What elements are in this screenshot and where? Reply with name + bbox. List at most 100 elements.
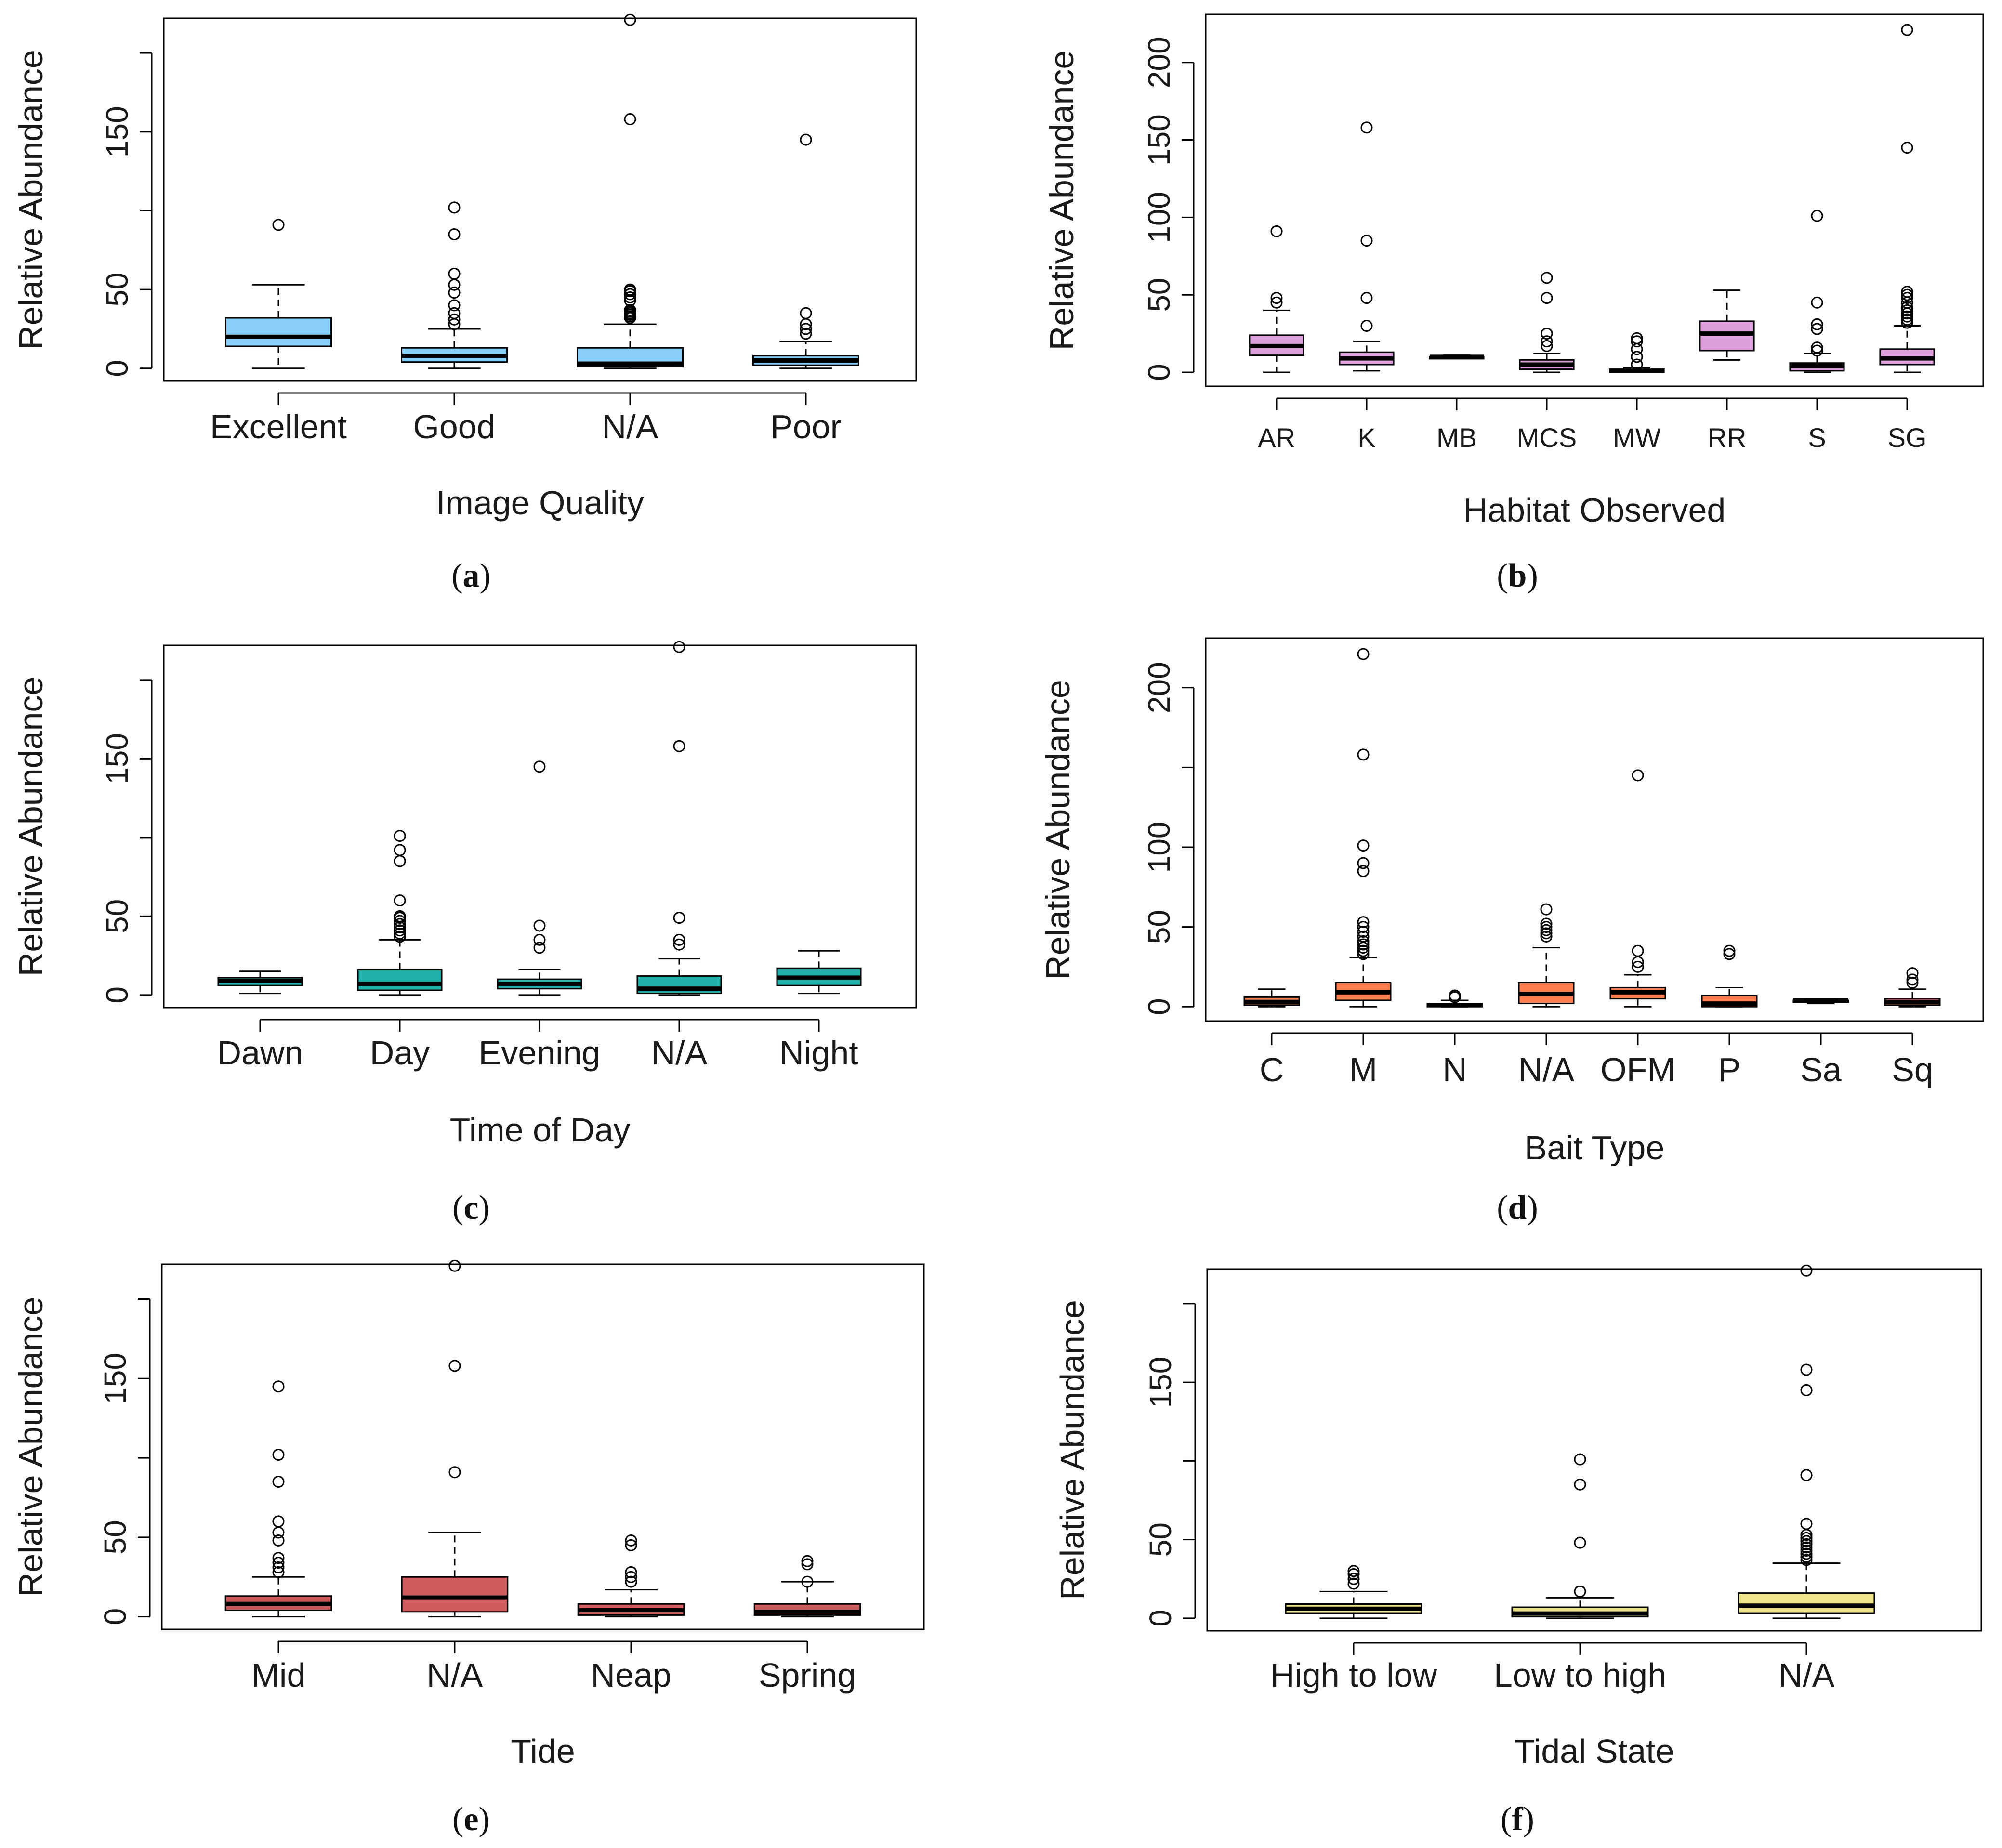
outlier-point (1800, 1538, 1813, 1550)
outlier-point (1357, 921, 1370, 933)
panel-caption: (d) (1497, 1189, 1538, 1226)
outlier-point (272, 1566, 285, 1578)
x-tick-label: S (1808, 422, 1826, 453)
outlier-point (448, 201, 461, 214)
panel-f: 0 50 150 Relative Abundance High to low Low t… (1054, 1264, 1982, 1838)
x-tick-label: K (1357, 422, 1375, 453)
outlier-point (800, 328, 812, 340)
box-n-a (1518, 903, 1575, 1008)
caption-open-paren: ( (1497, 557, 1508, 594)
box-n (1426, 989, 1483, 1008)
outlier-point (673, 933, 685, 946)
caption-open-paren: ( (452, 1801, 463, 1838)
outlier-point (625, 1571, 637, 1583)
outlier-point (1800, 1547, 1813, 1560)
caption-close-paren: ) (480, 557, 491, 594)
outlier-point (448, 1360, 461, 1372)
x-tick-label: OFM (1600, 1051, 1675, 1088)
outlier-point (1360, 292, 1373, 304)
x-tick-label: MB (1436, 422, 1477, 453)
box-spring (753, 1555, 861, 1618)
outlier-point (1901, 316, 1913, 329)
outlier-point (1800, 1363, 1813, 1376)
x-tick-label: Night (779, 1034, 858, 1072)
box-ar (1249, 225, 1304, 373)
y-tick-label: 50 (1143, 1522, 1178, 1557)
outlier-point (394, 830, 406, 842)
caption-letter: c (463, 1189, 478, 1226)
x-tick-label: P (1718, 1051, 1741, 1088)
outlier-point (1347, 1568, 1360, 1580)
y-tick-label: 100 (1142, 822, 1176, 873)
outlier-point (1574, 1585, 1586, 1598)
outlier-point (448, 313, 461, 326)
y-tick-label: 150 (100, 733, 134, 785)
outlier-point (1800, 1518, 1813, 1530)
caption-close-paren: ) (1527, 1189, 1538, 1226)
outlier-point (673, 740, 685, 752)
outlier-point (1632, 769, 1644, 782)
outlier-point (448, 1259, 461, 1272)
outlier-point (1800, 1532, 1813, 1544)
y-tick-label: 150 (100, 106, 134, 157)
x-tick-label: Spring (759, 1656, 856, 1694)
outlier-point (1811, 296, 1823, 309)
outlier-point (1540, 930, 1553, 943)
x-tick-label: SG (1888, 422, 1927, 453)
outlier-point (1347, 1577, 1360, 1590)
caption-close-paren: ) (479, 1189, 490, 1226)
outlier-point (1541, 340, 1553, 352)
outlier-point (1357, 930, 1370, 943)
outlier-point (1800, 1384, 1813, 1396)
box-poor (752, 133, 859, 369)
outlier-point (1270, 296, 1283, 309)
outlier-point (1540, 927, 1553, 940)
outlier-point (272, 1561, 285, 1573)
box-low-to-high (1511, 1453, 1649, 1619)
outlier-point (1901, 286, 1913, 298)
plot-frame (1205, 637, 1984, 1022)
y-axis-title: Relative Abundance (12, 677, 50, 977)
outlier-point (1632, 944, 1644, 957)
outlier-point (800, 307, 812, 319)
y-tick-label: 0 (1142, 364, 1176, 381)
caption-letter: f (1512, 1801, 1523, 1838)
outlier-point (1901, 24, 1913, 36)
x-tick-label: N/A (602, 408, 659, 446)
box-p (1701, 944, 1758, 1008)
x-tick-label: N/A (1778, 1656, 1835, 1694)
x-tick-label: High to low (1270, 1656, 1437, 1694)
outlier-point (625, 1566, 637, 1578)
plot-frame (161, 1263, 925, 1630)
outlier-point (1631, 358, 1643, 371)
y-tick-label: 0 (1142, 998, 1176, 1015)
outlier-point (272, 1552, 285, 1564)
y-axis-title: Relative Abundance (12, 1297, 50, 1597)
outlier-point (1347, 1565, 1360, 1577)
outlier-point (1800, 1554, 1813, 1566)
outlier-point (1811, 323, 1823, 335)
outlier-point (1574, 1536, 1586, 1549)
outlier-point (1574, 1478, 1586, 1491)
caption-open-paren: ( (451, 557, 462, 594)
outlier-point (1800, 1551, 1813, 1563)
x-tick-label: Sa (1800, 1051, 1842, 1088)
plot-frame (163, 644, 917, 1009)
outlier-point (1901, 304, 1913, 316)
outlier-point (1574, 1453, 1586, 1466)
x-axis-title: Tide (511, 1732, 575, 1770)
caption-letter: e (463, 1801, 478, 1838)
outlier-point (624, 288, 636, 301)
outlier-point (1906, 973, 1919, 986)
outlier-point (1723, 944, 1736, 957)
outlier-point (394, 924, 406, 937)
outlier-point (1357, 948, 1370, 960)
x-axis-title: Tidal State (1514, 1732, 1674, 1770)
panel-caption: (f) (1501, 1801, 1534, 1838)
outlier-point (1357, 857, 1370, 869)
outlier-point (394, 844, 406, 856)
y-axis-title: Relative Abundance (1039, 680, 1077, 980)
x-tick-label: N (1443, 1051, 1467, 1088)
outlier-point (272, 1526, 285, 1539)
y-tick-label: 50 (100, 899, 134, 933)
